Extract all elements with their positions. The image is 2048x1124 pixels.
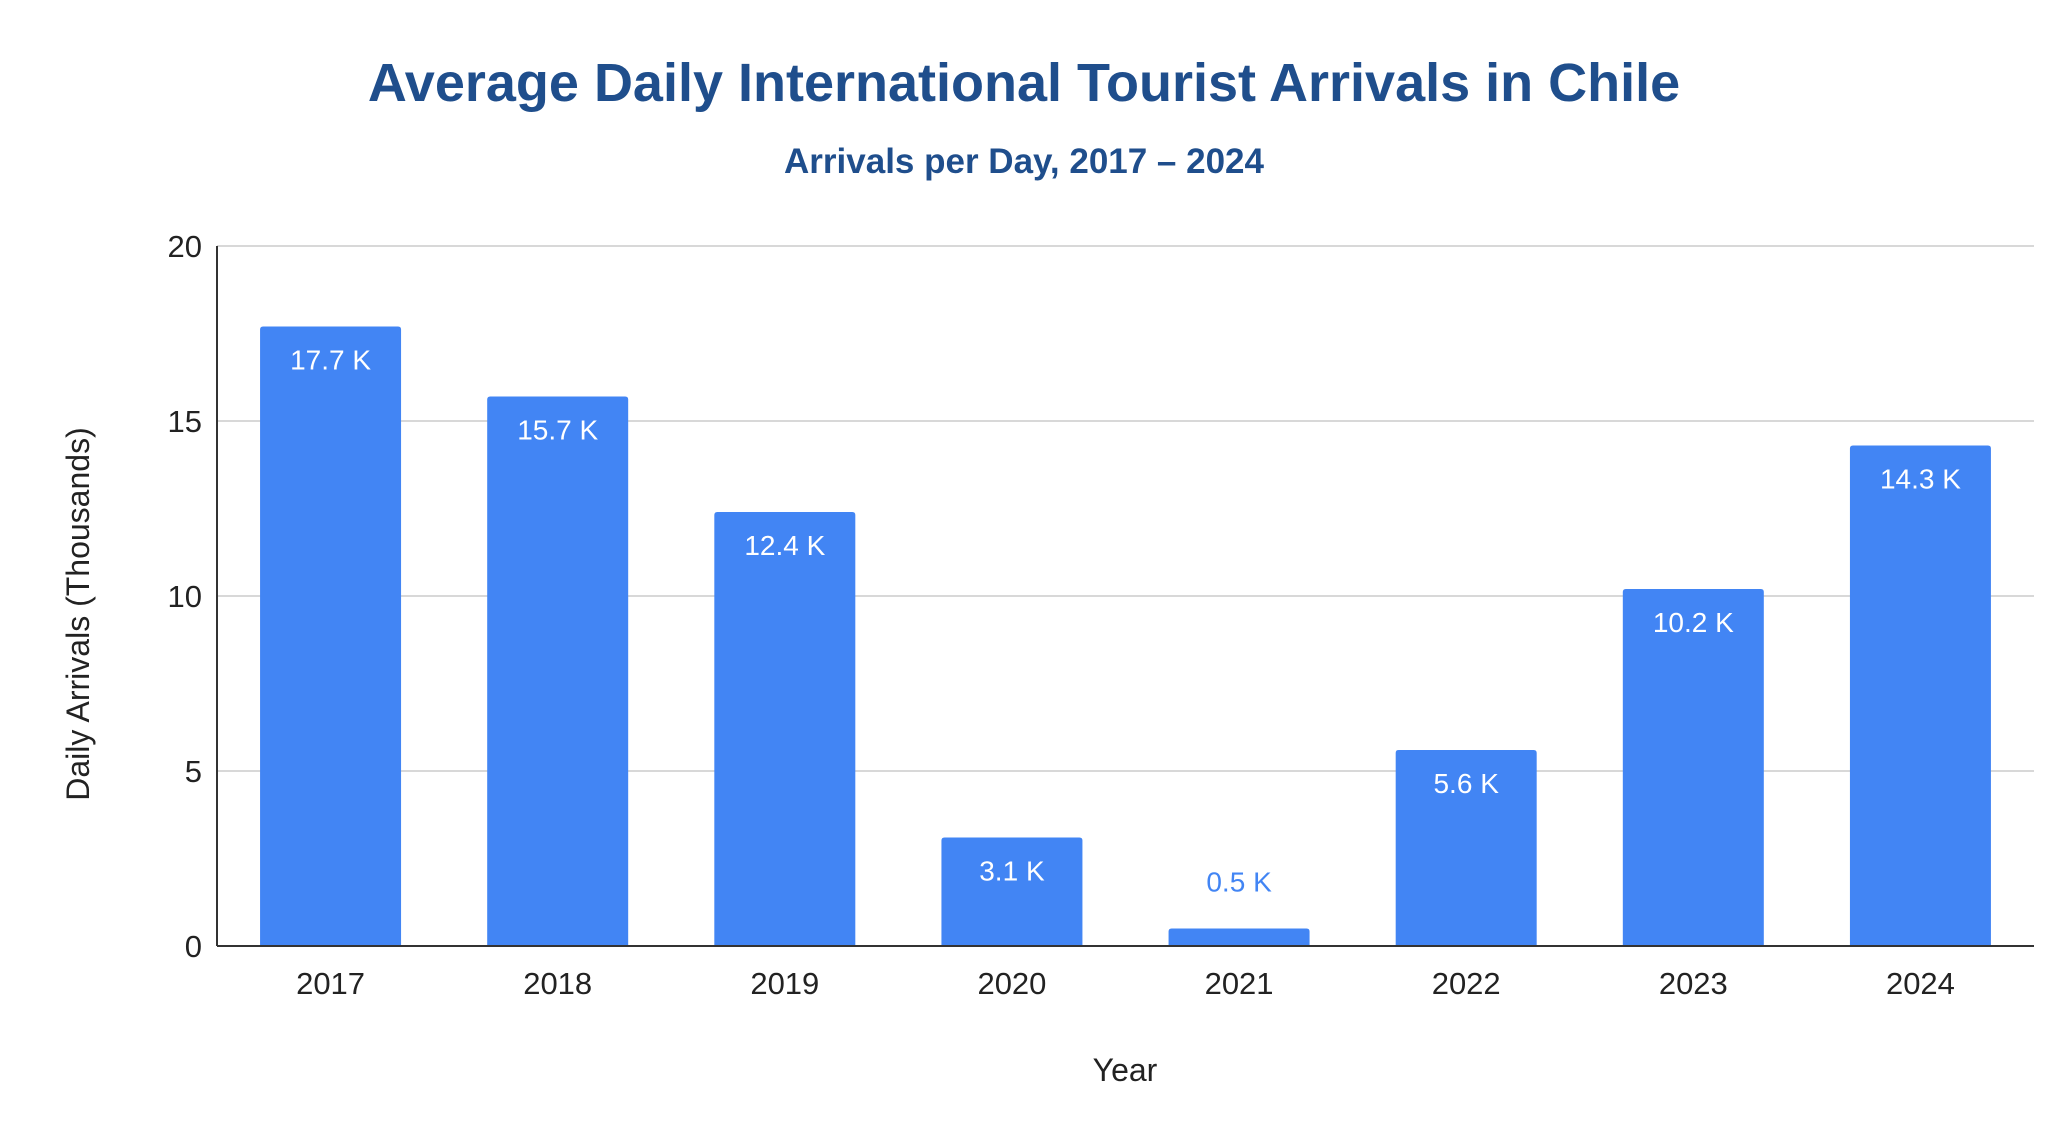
x-tick-label: 2022: [1432, 966, 1501, 1001]
y-tick-label: 20: [168, 229, 202, 264]
bar: [1622, 589, 1764, 946]
x-tick-label: 2021: [1205, 966, 1274, 1001]
y-tick-label: 15: [168, 404, 202, 439]
bar: [1395, 750, 1537, 946]
x-tick-label: 2019: [750, 966, 819, 1001]
bar: [1849, 445, 1991, 946]
x-tick-label: 2024: [1886, 966, 1955, 1001]
y-axis-title: Daily Arrivals (Thousands): [60, 427, 96, 800]
axes: [216, 246, 2034, 947]
x-tick-label: 2023: [1659, 966, 1728, 1001]
data-label: 3.1 K: [979, 856, 1045, 887]
bar: [487, 396, 629, 946]
bar: [941, 837, 1083, 946]
bar: [714, 512, 856, 946]
chart-subtitle: Arrivals per Day, 2017 – 2024: [784, 142, 1264, 181]
data-label: 5.6 K: [1433, 768, 1499, 799]
bars: [260, 326, 1991, 946]
data-label: 0.5 K: [1206, 867, 1272, 898]
y-tick-label: 0: [185, 929, 202, 964]
bar: [1168, 928, 1310, 946]
x-tick-label: 2018: [523, 966, 592, 1001]
y-tick-labels: 0 5 10 15 20: [168, 229, 202, 964]
data-label: 15.7 K: [517, 415, 598, 446]
x-tick-label: 2020: [977, 966, 1046, 1001]
data-label: 17.7 K: [290, 345, 371, 376]
x-tick-labels: 2017 2018 2019 2020 2021 2022 2023 2024: [296, 966, 1955, 1001]
data-label: 12.4 K: [744, 530, 825, 561]
chart-title: Average Daily International Tourist Arri…: [367, 53, 1681, 113]
data-label: 14.3 K: [1880, 464, 1961, 495]
data-label: 10.2 K: [1653, 607, 1734, 638]
x-tick-label: 2017: [296, 966, 365, 1001]
x-axis-title: Year: [1093, 1052, 1158, 1088]
data-labels: 17.7 K 15.7 K 12.4 K 3.1 K 0.5 K 5.6 K 10.2 K 1…: [290, 345, 1961, 898]
y-tick-label: 10: [168, 579, 202, 614]
y-tick-label: 5: [185, 754, 202, 789]
bar: [260, 326, 402, 946]
